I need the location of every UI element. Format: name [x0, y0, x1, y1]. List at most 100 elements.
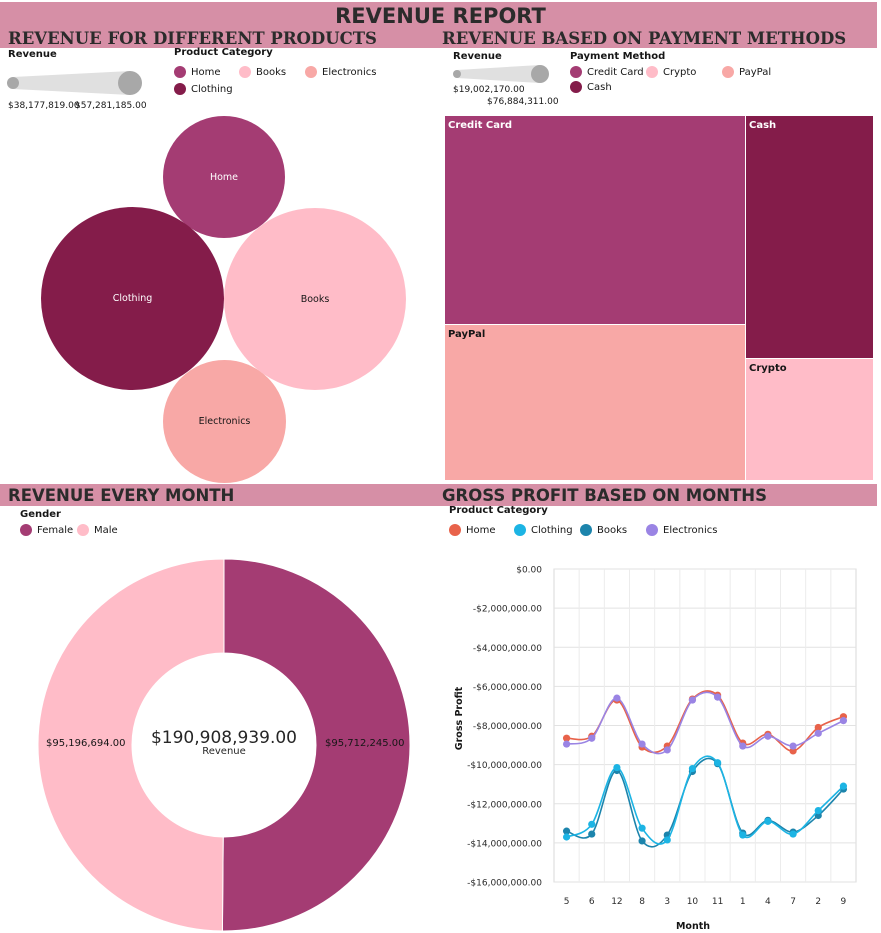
legend-item-books[interactable]: Books	[239, 66, 286, 78]
legend-item-gp-clothing[interactable]: Clothing	[514, 524, 573, 536]
legend-label-electronics: Electronics	[322, 66, 377, 78]
data-point-clothing[interactable]	[739, 831, 747, 839]
data-point-electronics[interactable]	[588, 734, 596, 742]
data-point-electronics[interactable]	[638, 740, 646, 748]
payments-size-legend-title: Revenue	[453, 51, 502, 62]
legend-item-female[interactable]: Female	[20, 524, 73, 536]
data-point-electronics[interactable]	[562, 740, 571, 748]
payments-size-legend-bar	[453, 65, 549, 83]
data-point-electronics[interactable]	[739, 742, 747, 750]
products-section-title: REVENUE FOR DIFFERENT PRODUCTS	[8, 29, 377, 48]
treemap-label-crypto: Crypto	[749, 363, 787, 374]
x-axis-title: Month	[676, 921, 710, 930]
data-point-home[interactable]	[814, 723, 822, 732]
legend-item-electronics[interactable]: Electronics	[305, 66, 377, 78]
legend-label-gp-home: Home	[466, 524, 496, 536]
legend-swatch-gp-clothing	[514, 524, 526, 536]
payments-size-min: $19,002,170.00	[453, 85, 525, 95]
legend-swatch-female	[20, 524, 32, 536]
legend-swatch-cash	[570, 81, 582, 93]
data-point-clothing[interactable]	[588, 820, 596, 828]
legend-item-clothing[interactable]: Clothing	[174, 83, 233, 95]
legend-item-cash[interactable]: Cash	[570, 81, 612, 93]
x-tick-label: 2	[815, 897, 821, 907]
treemap-tile-credit-card[interactable]: Credit Card	[444, 115, 746, 325]
legend-label-gp-books: Books	[597, 524, 628, 536]
treemap-tile-cash[interactable]: Cash	[745, 115, 874, 359]
data-point-electronics[interactable]	[613, 694, 621, 702]
data-point-electronics[interactable]	[789, 742, 797, 750]
treemap-tile-paypal[interactable]: PayPal	[444, 324, 746, 481]
donut-slice-female[interactable]	[221, 558, 411, 932]
bubble-books[interactable]: Books	[224, 208, 406, 390]
data-point-home[interactable]	[562, 734, 571, 742]
data-point-books[interactable]	[562, 827, 571, 835]
legend-swatch-gp-books	[580, 524, 592, 536]
gross-profit-section-title: GROSS PROFIT BASED ON MONTHS	[442, 486, 768, 505]
x-tick-label: 6	[589, 897, 595, 907]
legend-item-gp-books[interactable]: Books	[580, 524, 627, 536]
legend-swatch-crypto	[646, 66, 658, 78]
data-point-clothing[interactable]	[839, 782, 848, 790]
y-tick-label: -$8,000,000.00	[473, 722, 542, 732]
data-point-electronics[interactable]	[839, 717, 848, 725]
data-point-electronics[interactable]	[663, 746, 671, 754]
bottom-header-band	[0, 484, 877, 506]
x-tick-label: 4	[765, 897, 771, 907]
gross-profit-line-chart: $0.00 -$2,000,000.00 -$4,000,000.00 -$6,000…	[454, 566, 857, 930]
legend-swatch-home	[174, 66, 186, 78]
products-size-max: $57,281,185.00	[75, 101, 147, 111]
legend-swatch-books	[239, 66, 251, 78]
legend-swatch-paypal	[722, 66, 734, 78]
payments-color-legend-title: Payment Method	[570, 51, 666, 62]
data-point-clothing[interactable]	[663, 836, 671, 844]
legend-swatch-credit-card	[570, 66, 582, 78]
payments-section-title: REVENUE BASED ON PAYMENT METHODS	[442, 29, 847, 48]
y-tick-label: -$16,000,000.00	[467, 879, 542, 889]
y-tick-label: -$14,000,000.00	[467, 839, 542, 849]
bubble-clothing[interactable]: Clothing	[41, 207, 224, 390]
legend-item-home[interactable]: Home	[174, 66, 221, 78]
y-tick-label: $0.00	[516, 566, 542, 576]
data-point-electronics[interactable]	[688, 696, 697, 704]
data-point-books[interactable]	[638, 837, 646, 845]
data-point-clothing[interactable]	[562, 833, 571, 841]
legend-swatch-gp-electronics	[646, 524, 658, 536]
legend-item-male[interactable]: Male	[77, 524, 118, 536]
data-point-books[interactable]	[588, 830, 596, 838]
legend-item-gp-electronics[interactable]: Electronics	[646, 524, 718, 536]
bubble-label-electronics: Electronics	[198, 416, 251, 427]
products-color-legend-title: Product Category	[174, 47, 273, 58]
data-point-clothing[interactable]	[638, 824, 646, 832]
x-tick-label: 7	[790, 897, 796, 907]
legend-item-paypal[interactable]: PayPal	[722, 66, 771, 78]
data-point-clothing[interactable]	[789, 830, 797, 838]
legend-swatch-male	[77, 524, 89, 536]
donut-slice-male[interactable]	[37, 558, 225, 932]
legend-label-male: Male	[94, 524, 118, 536]
monthly-section-title: REVENUE EVERY MONTH	[8, 486, 235, 505]
bubble-electronics[interactable]: Electronics	[163, 360, 286, 483]
legend-item-crypto[interactable]: Crypto	[646, 66, 696, 78]
y-tick-label: -$4,000,000.00	[473, 644, 542, 654]
data-point-clothing[interactable]	[814, 806, 822, 815]
legend-item-credit-card[interactable]: Credit Card	[570, 66, 644, 78]
data-point-clothing[interactable]	[688, 764, 697, 773]
report-title: REVENUE REPORT	[335, 4, 546, 28]
data-point-electronics[interactable]	[713, 693, 722, 701]
bubble-label-home: Home	[209, 171, 239, 183]
data-point-clothing[interactable]	[613, 763, 621, 772]
legend-label-gp-electronics: Electronics	[663, 524, 718, 536]
x-tick-label: 11	[712, 897, 723, 907]
gp-legend-title: Product Category	[449, 505, 548, 516]
legend-label-books: Books	[256, 66, 287, 78]
treemap-tile-crypto[interactable]: Crypto	[745, 358, 874, 481]
data-point-clothing[interactable]	[713, 759, 722, 767]
data-point-clothing[interactable]	[764, 817, 772, 825]
legend-item-gp-home[interactable]: Home	[449, 524, 496, 536]
data-point-electronics[interactable]	[764, 732, 772, 740]
bubble-home[interactable]: Home	[163, 116, 285, 238]
data-point-electronics[interactable]	[814, 729, 822, 737]
x-tick-label: 1	[740, 897, 746, 907]
gender-legend-title: Gender	[20, 509, 61, 520]
